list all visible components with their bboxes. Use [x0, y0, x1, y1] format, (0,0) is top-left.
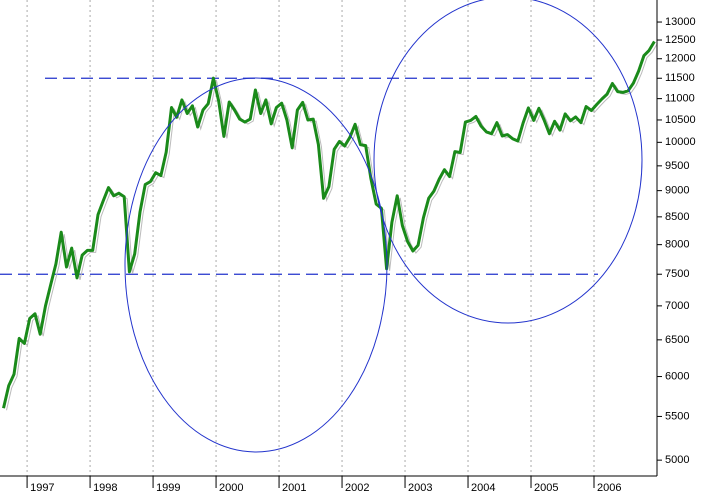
x-tick-label: 1998	[93, 482, 117, 494]
annotation-ellipse	[373, 0, 643, 324]
x-tick-label: 1999	[156, 482, 180, 494]
plot	[0, 40, 658, 411]
x-tick-label: 2002	[345, 482, 369, 494]
y-tick-label: 6500	[665, 334, 689, 346]
y-tick-label: 9500	[665, 160, 689, 172]
y-tick-label: 6000	[665, 370, 689, 382]
y-tick-label: 11500	[665, 72, 695, 84]
y-tick-label: 12000	[665, 53, 696, 65]
x-tick-label: 2003	[408, 482, 432, 494]
x-tick-label: 2000	[219, 482, 243, 494]
y-tick-label: 8000	[665, 239, 689, 251]
x-tick-label: 2004	[471, 482, 495, 494]
y-tick-label: 12500	[665, 34, 696, 46]
y-tick-label: 9000	[665, 185, 689, 197]
y-tick-label: 10000	[665, 136, 696, 148]
y-tick-label: 10500	[665, 114, 696, 126]
x-tick-label: 2001	[282, 482, 306, 494]
y-tick-label: 11000	[665, 93, 695, 105]
y-tick-label: 5500	[665, 410, 689, 422]
x-tick-label: 1997	[30, 482, 54, 494]
x-tick-label: 2005	[534, 482, 558, 494]
y-tick-label: 7500	[665, 268, 689, 280]
annotation-ellipse	[124, 77, 388, 453]
y-tick-label: 5000	[665, 454, 689, 466]
y-tick-label: 7000	[665, 300, 689, 312]
y-tick-label: 13000	[665, 16, 696, 28]
grid	[26, 0, 595, 476]
x-tick-label: 2006	[597, 482, 621, 494]
y-tick-label: 8500	[665, 211, 689, 223]
price-line	[2, 40, 656, 409]
